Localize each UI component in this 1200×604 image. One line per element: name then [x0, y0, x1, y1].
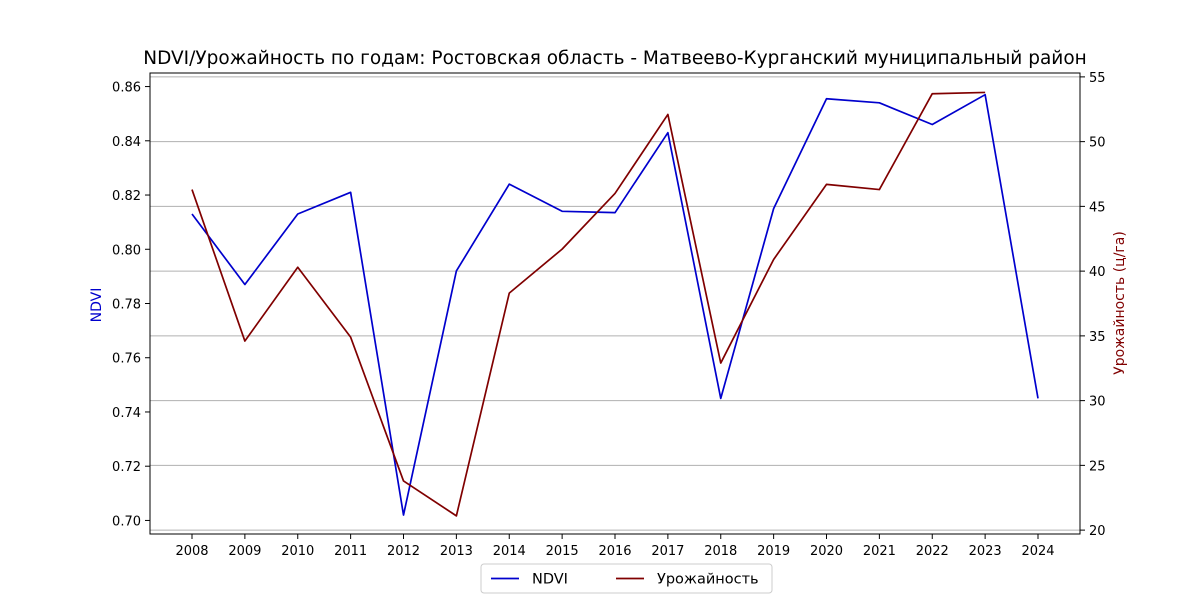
- x-tick-label: 2022: [916, 544, 949, 559]
- y-tick-label-left: 0.82: [112, 189, 141, 204]
- y-tick-label-right: 55: [1089, 71, 1106, 86]
- y-tick-label-left: 0.76: [112, 352, 141, 367]
- x-tick-label: 2023: [969, 544, 1002, 559]
- x-tick-label: 2013: [440, 544, 473, 559]
- x-tick-label: 2020: [810, 544, 843, 559]
- x-tick-label: 2018: [704, 544, 737, 559]
- x-tick-label: 2021: [863, 544, 896, 559]
- plot-frame: [149, 72, 1081, 535]
- y-tick-label-right: 40: [1089, 265, 1106, 280]
- x-tick-label: 2017: [651, 544, 684, 559]
- y-tick-label-right: 50: [1089, 136, 1106, 151]
- y-axis-label-right: Урожайность (ц/га): [1112, 231, 1128, 375]
- y-tick-label-left: 0.84: [112, 135, 141, 150]
- x-tick-label: 2009: [228, 544, 261, 559]
- y-tick-label-left: 0.86: [112, 81, 141, 96]
- chart-title: NDVI/Урожайность по годам: Ростовская об…: [143, 48, 1086, 69]
- axes: 2008 2009 2010 2011 2012 2013 2014 2015 2016 2017…: [112, 71, 1106, 559]
- x-tick-label: 2011: [334, 544, 367, 559]
- y-tick-label-left: 0.70: [112, 514, 141, 529]
- y-tick-label-right: 35: [1089, 330, 1106, 345]
- legend-label: NDVI: [532, 572, 568, 588]
- x-tick-label: 2012: [387, 544, 420, 559]
- y-tick-label-right: 25: [1089, 459, 1106, 474]
- x-tick-label: 2014: [493, 544, 526, 559]
- y-tick-label-right: 30: [1089, 395, 1106, 410]
- series-line-ndvi: [191, 93, 1039, 516]
- y-tick-label-left: 0.72: [112, 460, 141, 475]
- y-tick-label-right: 45: [1089, 200, 1106, 215]
- y-tick-label-right: 20: [1089, 524, 1106, 539]
- y-tick-label-left: 0.78: [112, 298, 141, 313]
- legend: NDVI Урожайность: [480, 563, 773, 594]
- y-tick-label-left: 0.80: [112, 243, 141, 258]
- y-tick-label-left: 0.74: [112, 406, 141, 421]
- x-tick-label: 2024: [1021, 544, 1054, 559]
- x-tick-label: 2010: [281, 544, 314, 559]
- series-line-yield: [191, 91, 986, 517]
- x-tick-label: 2008: [175, 544, 208, 559]
- legend-label: Урожайность: [657, 572, 759, 588]
- series: [191, 91, 1039, 517]
- x-tick-label: 2019: [757, 544, 790, 559]
- y-axis-label-left: NDVI: [89, 288, 105, 323]
- x-tick-label: 2015: [546, 544, 579, 559]
- x-tick-label: 2016: [598, 544, 631, 559]
- grid: [150, 76, 1080, 531]
